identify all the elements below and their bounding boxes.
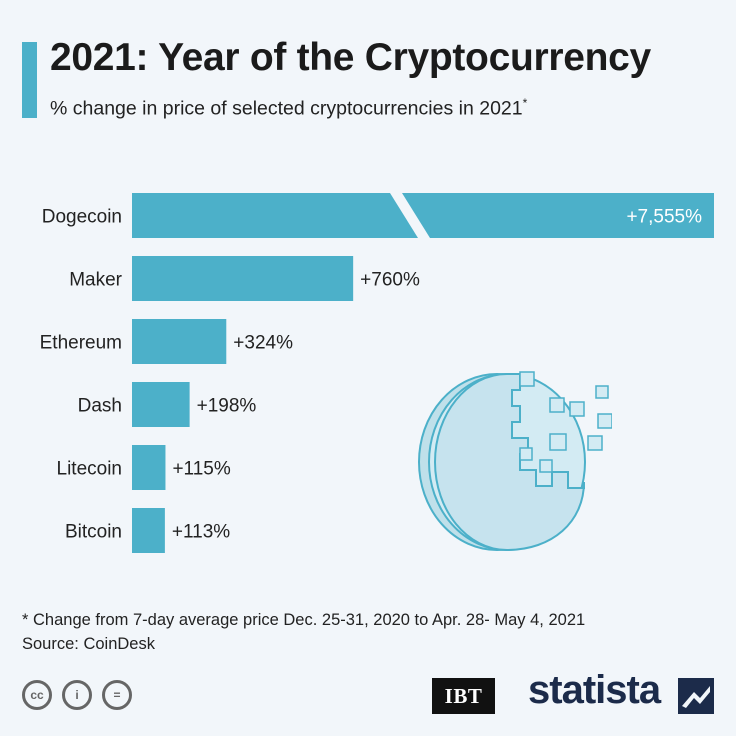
- crypto-coin-illustration: [418, 371, 612, 552]
- title-accent-bar: [22, 42, 37, 118]
- category-label: Ethereum: [40, 333, 122, 354]
- license-icons: cc i =: [22, 680, 132, 710]
- coin-icon: [418, 371, 612, 552]
- footnote-note: * Change from 7-day average price Dec. 2…: [22, 611, 586, 629]
- data-label: +115%: [172, 459, 230, 480]
- bar: [132, 508, 165, 553]
- data-label: +7,555%: [626, 207, 702, 228]
- by-icon[interactable]: i: [62, 680, 92, 710]
- subtitle-text: % change in price of selected cryptocurr…: [50, 97, 523, 120]
- category-label: Dash: [78, 396, 122, 417]
- page-title: 2021: Year of the Cryptocurrency: [50, 36, 651, 79]
- data-label: +324%: [233, 333, 293, 354]
- footnote: * Change from 7-day average price Dec. 2…: [22, 608, 585, 656]
- bar: [132, 319, 227, 364]
- statista-logo[interactable]: statista: [528, 668, 661, 712]
- ibt-logo[interactable]: IBT: [432, 678, 495, 714]
- data-label: +198%: [197, 396, 257, 417]
- statista-mark-icon: [678, 678, 714, 714]
- nd-icon[interactable]: =: [102, 680, 132, 710]
- data-label: +113%: [172, 522, 230, 543]
- data-label: +760%: [360, 270, 420, 291]
- bar-chart: Dogecoin +7,555% Maker +760% Ethereum +324% Da…: [40, 193, 714, 553]
- category-label: Bitcoin: [65, 522, 122, 543]
- category-label: Dogecoin: [42, 207, 122, 228]
- bar: [132, 382, 190, 427]
- cc-icon[interactable]: cc: [22, 680, 52, 710]
- page-subtitle: % change in price of selected cryptocurr…: [50, 96, 527, 121]
- bar: [132, 193, 714, 238]
- bar: [132, 445, 166, 490]
- category-label: Maker: [69, 270, 122, 291]
- footnote-source: Source: CoinDesk: [22, 635, 155, 653]
- subtitle-footnote-marker: *: [522, 96, 528, 110]
- bar: [132, 256, 354, 301]
- category-label: Litecoin: [57, 459, 123, 480]
